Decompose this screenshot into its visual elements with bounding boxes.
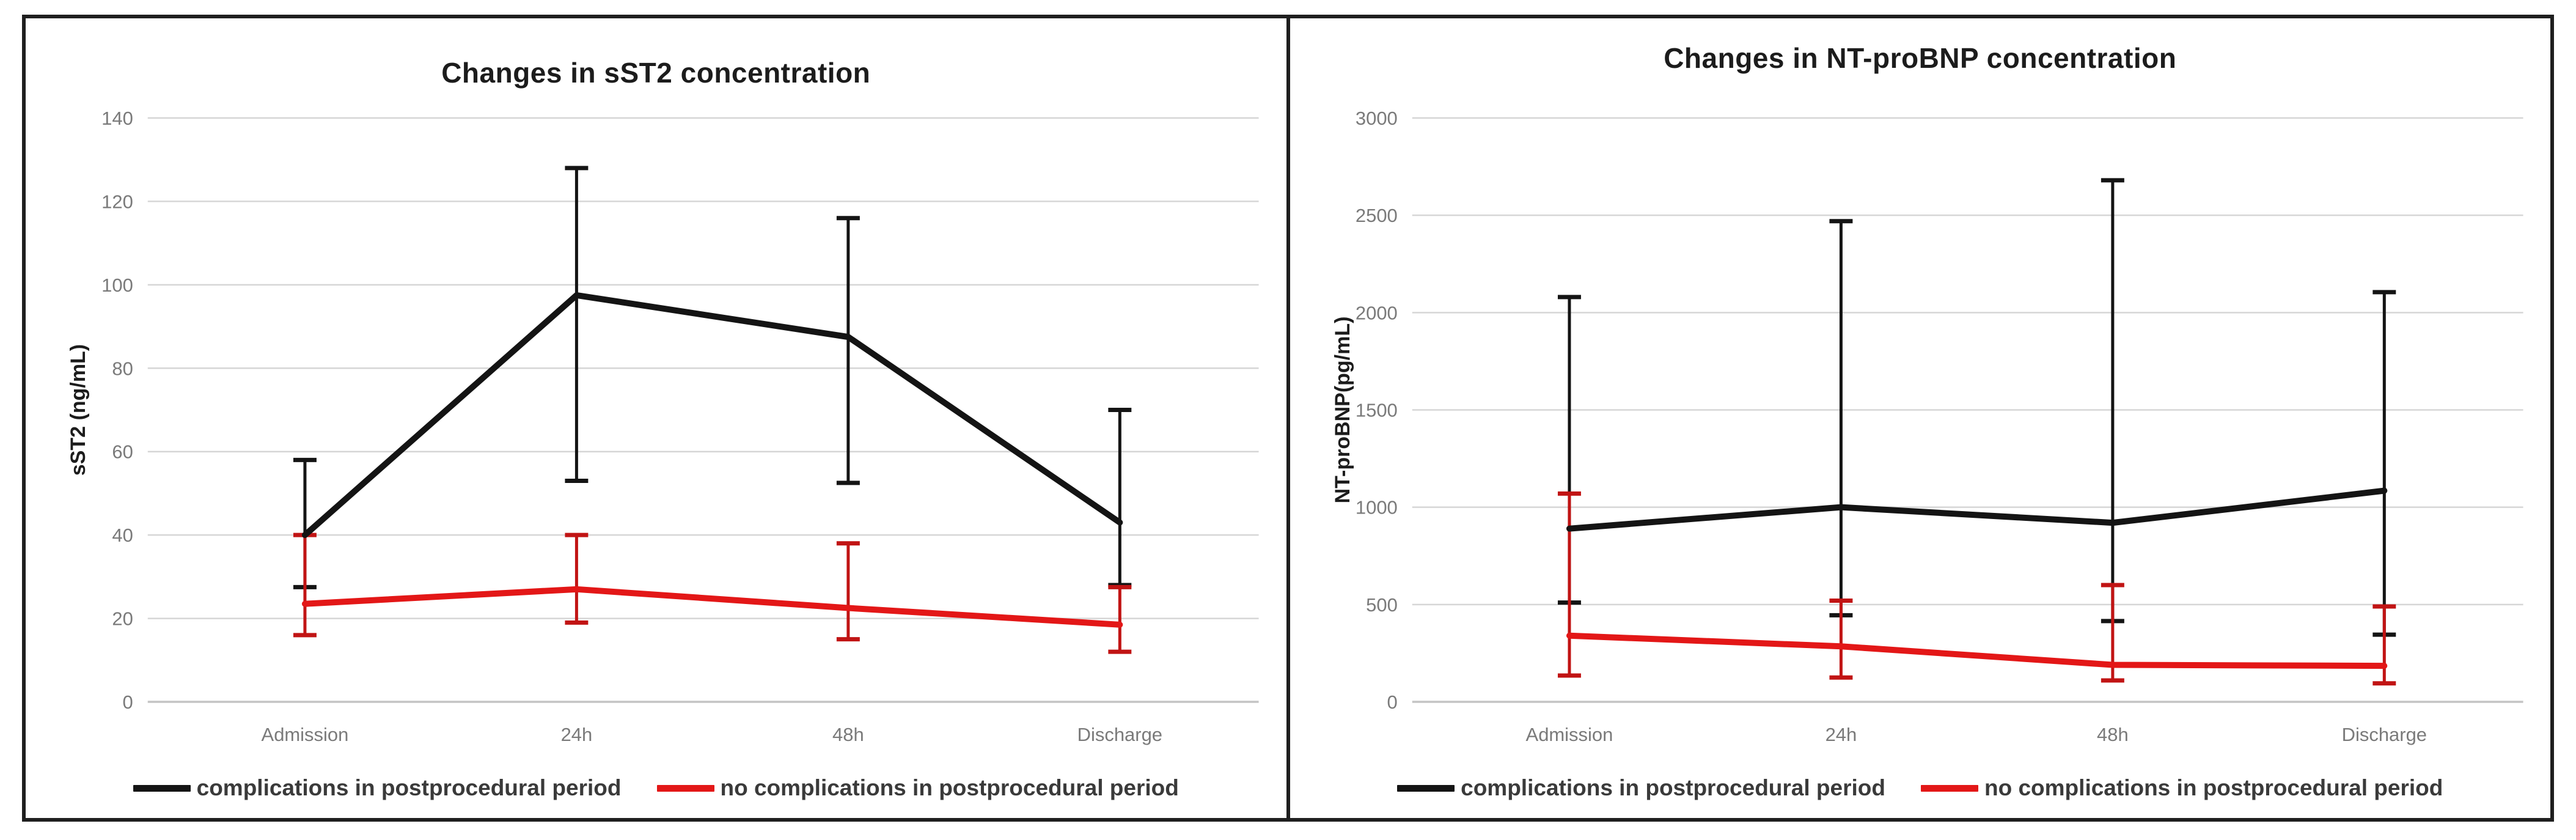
y-tick-label: 2500: [1355, 205, 1397, 226]
legend-swatch-complications: [1397, 784, 1455, 792]
sst2-chart: 0 20 40 60 80 100 120 140 Admission 24h 48h Dischar…: [67, 108, 1259, 745]
y-tick-label: 3000: [1355, 108, 1397, 129]
x-axis-label: 48h: [832, 724, 864, 745]
legend-label-complications: complications in postprocedural period: [1461, 775, 1885, 800]
x-axis-label: 48h: [2097, 724, 2129, 745]
y-tick-label: 60: [112, 441, 133, 463]
legend-swatch-no-complications: [656, 784, 714, 792]
legend-ntprobnp: complications in postprocedural period n…: [1290, 775, 2551, 801]
legend-label-no-complications: no complications in postprocedural perio…: [1984, 775, 2443, 800]
sst2-chart-panel: 0 20 40 60 80 100 120 140 Admission 24h 48h Dischar…: [26, 18, 1290, 818]
y-tick-label: 1000: [1355, 497, 1397, 518]
y-tick-label: 140: [101, 108, 133, 129]
figure-frame: 0 20 40 60 80 100 120 140 Admission 24h 48h Dischar…: [22, 15, 2554, 822]
legend-item-no-complications: no complications in postprocedural perio…: [656, 775, 1179, 801]
series-line-s0: [301, 292, 1123, 539]
series-line-s1: [1566, 632, 2387, 669]
legend-item-complications: complications in postprocedural period: [133, 775, 622, 801]
y-tick-label: 1500: [1355, 399, 1397, 421]
x-axis-label: Discharge: [1077, 724, 1162, 745]
chart-title-sst2: Changes in sST2 concentration: [441, 57, 871, 89]
y-tick-label: 0: [123, 691, 133, 713]
y-tick-label: 40: [112, 525, 133, 546]
chart-title-ntprobnp: Changes in NT-proBNP concentration: [1664, 42, 2177, 74]
y-tick-label: 80: [112, 358, 133, 379]
y-tick-label: 0: [1387, 691, 1397, 713]
y-axis-title: sST2 (ng/mL): [67, 344, 90, 476]
x-axis-label: Discharge: [2341, 724, 2426, 745]
legend-swatch-complications: [133, 784, 191, 792]
y-tick-label: 500: [1366, 594, 1398, 616]
x-axis-label: 24h: [1825, 724, 1857, 745]
legend-label-complications: complications in postprocedural period: [196, 775, 622, 800]
y-tick-label: 120: [101, 191, 133, 212]
legend-sst2: complications in postprocedural period n…: [26, 775, 1286, 801]
x-axis-label: Admission: [262, 724, 349, 745]
series-line-s1: [301, 586, 1123, 628]
y-axis-title: NT-proBNP(pg/mL): [1330, 317, 1354, 504]
legend-item-complications: complications in postprocedural period: [1397, 775, 1885, 801]
ntprobnp-chart-panel: 0 500 1000 1500 2000 2500 3000 Admission 24h 48h D…: [1290, 18, 2551, 818]
x-axis-label: Admission: [1525, 724, 1613, 745]
series-line-s0: [1566, 487, 2387, 532]
legend-item-no-complications: no complications in postprocedural perio…: [1921, 775, 2443, 801]
x-axis-label: 24h: [561, 724, 593, 745]
y-tick-label: 20: [112, 608, 133, 630]
y-tick-label: 100: [101, 274, 133, 296]
y-tick-label: 2000: [1355, 302, 1397, 323]
legend-label-no-complications: no complications in postprocedural perio…: [720, 775, 1179, 800]
ntprobnp-chart: 0 500 1000 1500 2000 2500 3000 Admission 24h 48h D…: [1330, 108, 2523, 745]
legend-swatch-no-complications: [1921, 784, 1978, 792]
